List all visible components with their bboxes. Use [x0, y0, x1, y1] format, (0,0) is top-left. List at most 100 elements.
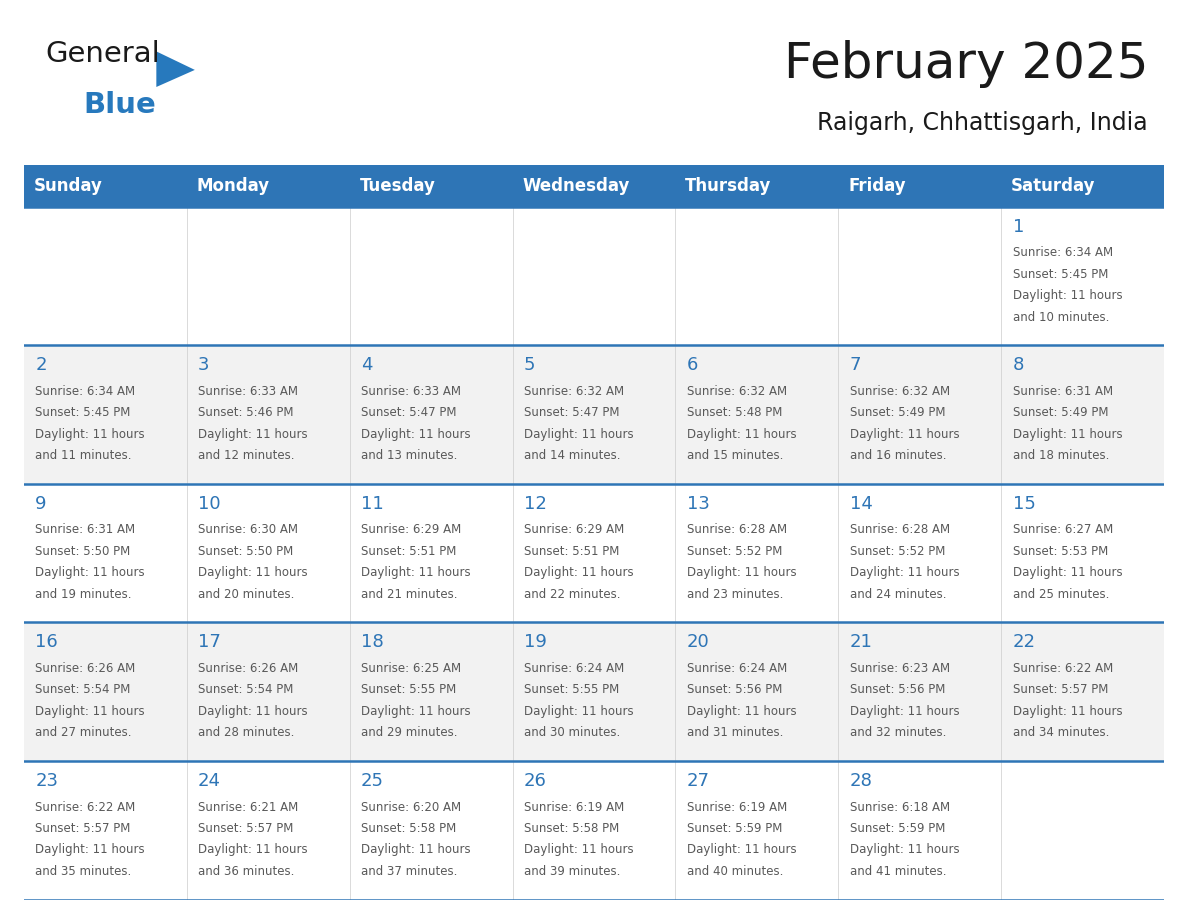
Text: 6: 6: [687, 356, 699, 375]
Bar: [839, 165, 1001, 207]
Text: 20: 20: [687, 633, 709, 652]
Text: Daylight: 11 hours: Daylight: 11 hours: [687, 705, 796, 718]
Text: and 39 minutes.: and 39 minutes.: [524, 865, 620, 878]
Text: Sunset: 5:51 PM: Sunset: 5:51 PM: [524, 544, 619, 558]
Text: Sunrise: 6:24 AM: Sunrise: 6:24 AM: [524, 662, 624, 675]
Text: Sunset: 5:46 PM: Sunset: 5:46 PM: [198, 406, 293, 420]
Text: 25: 25: [361, 772, 384, 790]
Bar: [512, 165, 676, 207]
Text: Sunset: 5:47 PM: Sunset: 5:47 PM: [524, 406, 619, 420]
Text: Daylight: 11 hours: Daylight: 11 hours: [1012, 705, 1123, 718]
Text: 9: 9: [36, 495, 46, 513]
Text: Sunrise: 6:31 AM: Sunrise: 6:31 AM: [1012, 385, 1113, 397]
Text: Sunrise: 6:21 AM: Sunrise: 6:21 AM: [198, 800, 298, 813]
Text: Sunset: 5:59 PM: Sunset: 5:59 PM: [687, 822, 782, 835]
Text: 7: 7: [849, 356, 861, 375]
Text: Daylight: 11 hours: Daylight: 11 hours: [687, 428, 796, 441]
Text: Sunset: 5:47 PM: Sunset: 5:47 PM: [361, 406, 456, 420]
Text: and 11 minutes.: and 11 minutes.: [36, 449, 132, 462]
Text: 10: 10: [198, 495, 221, 513]
Text: and 10 minutes.: and 10 minutes.: [1012, 310, 1110, 323]
Text: Daylight: 11 hours: Daylight: 11 hours: [849, 428, 960, 441]
Text: Sunset: 5:56 PM: Sunset: 5:56 PM: [687, 683, 782, 697]
Text: Sunrise: 6:28 AM: Sunrise: 6:28 AM: [849, 523, 950, 536]
Text: Daylight: 11 hours: Daylight: 11 hours: [1012, 289, 1123, 302]
Text: Sunrise: 6:27 AM: Sunrise: 6:27 AM: [1012, 523, 1113, 536]
Text: Sunset: 5:49 PM: Sunset: 5:49 PM: [849, 406, 946, 420]
Text: and 29 minutes.: and 29 minutes.: [361, 726, 457, 739]
Text: 4: 4: [361, 356, 373, 375]
Bar: [24, 207, 1164, 345]
Text: Sunrise: 6:34 AM: Sunrise: 6:34 AM: [1012, 246, 1113, 259]
Text: 3: 3: [198, 356, 209, 375]
Text: and 40 minutes.: and 40 minutes.: [687, 865, 783, 878]
Text: Sunrise: 6:29 AM: Sunrise: 6:29 AM: [361, 523, 461, 536]
Text: Sunset: 5:54 PM: Sunset: 5:54 PM: [36, 683, 131, 697]
Text: and 37 minutes.: and 37 minutes.: [361, 865, 457, 878]
Text: and 27 minutes.: and 27 minutes.: [36, 726, 132, 739]
Text: 21: 21: [849, 633, 873, 652]
Text: and 22 minutes.: and 22 minutes.: [524, 588, 620, 600]
Text: Raigarh, Chhattisgarh, India: Raigarh, Chhattisgarh, India: [817, 111, 1148, 135]
Text: Daylight: 11 hours: Daylight: 11 hours: [1012, 428, 1123, 441]
Text: Sunset: 5:56 PM: Sunset: 5:56 PM: [849, 683, 946, 697]
Text: Daylight: 11 hours: Daylight: 11 hours: [849, 844, 960, 856]
Text: Sunrise: 6:26 AM: Sunrise: 6:26 AM: [36, 662, 135, 675]
Text: Sunrise: 6:24 AM: Sunrise: 6:24 AM: [687, 662, 788, 675]
Text: and 28 minutes.: and 28 minutes.: [198, 726, 295, 739]
Text: 8: 8: [1012, 356, 1024, 375]
Text: Sunset: 5:58 PM: Sunset: 5:58 PM: [524, 822, 619, 835]
Bar: [24, 345, 1164, 484]
Text: Daylight: 11 hours: Daylight: 11 hours: [524, 566, 633, 579]
Text: Sunset: 5:51 PM: Sunset: 5:51 PM: [361, 544, 456, 558]
Text: Sunrise: 6:23 AM: Sunrise: 6:23 AM: [849, 662, 950, 675]
Text: Sunday: Sunday: [33, 177, 102, 195]
Text: and 21 minutes.: and 21 minutes.: [361, 588, 457, 600]
Text: and 24 minutes.: and 24 minutes.: [849, 588, 947, 600]
Text: Sunrise: 6:19 AM: Sunrise: 6:19 AM: [687, 800, 788, 813]
Text: Daylight: 11 hours: Daylight: 11 hours: [524, 844, 633, 856]
Text: Sunset: 5:55 PM: Sunset: 5:55 PM: [524, 683, 619, 697]
Text: 26: 26: [524, 772, 546, 790]
Text: 28: 28: [849, 772, 873, 790]
Text: Sunrise: 6:28 AM: Sunrise: 6:28 AM: [687, 523, 786, 536]
Text: and 12 minutes.: and 12 minutes.: [198, 449, 295, 462]
Bar: [24, 165, 187, 207]
Text: Sunrise: 6:32 AM: Sunrise: 6:32 AM: [849, 385, 950, 397]
Text: Daylight: 11 hours: Daylight: 11 hours: [36, 566, 145, 579]
Text: 13: 13: [687, 495, 709, 513]
Text: Daylight: 11 hours: Daylight: 11 hours: [849, 705, 960, 718]
Text: and 20 minutes.: and 20 minutes.: [198, 588, 295, 600]
Text: Sunset: 5:59 PM: Sunset: 5:59 PM: [849, 822, 946, 835]
Text: and 34 minutes.: and 34 minutes.: [1012, 726, 1110, 739]
Text: Blue: Blue: [83, 91, 157, 119]
Text: Daylight: 11 hours: Daylight: 11 hours: [524, 705, 633, 718]
Text: and 30 minutes.: and 30 minutes.: [524, 726, 620, 739]
Text: Sunrise: 6:20 AM: Sunrise: 6:20 AM: [361, 800, 461, 813]
Text: Sunrise: 6:29 AM: Sunrise: 6:29 AM: [524, 523, 624, 536]
Text: Sunset: 5:49 PM: Sunset: 5:49 PM: [1012, 406, 1108, 420]
Text: and 18 minutes.: and 18 minutes.: [1012, 449, 1110, 462]
Text: Sunrise: 6:19 AM: Sunrise: 6:19 AM: [524, 800, 624, 813]
Text: Daylight: 11 hours: Daylight: 11 hours: [849, 566, 960, 579]
Text: 23: 23: [36, 772, 58, 790]
Text: Daylight: 11 hours: Daylight: 11 hours: [361, 844, 470, 856]
Text: Sunset: 5:54 PM: Sunset: 5:54 PM: [198, 683, 293, 697]
Text: and 13 minutes.: and 13 minutes.: [361, 449, 457, 462]
Text: Sunset: 5:57 PM: Sunset: 5:57 PM: [198, 822, 293, 835]
Text: 22: 22: [1012, 633, 1036, 652]
Text: Sunrise: 6:22 AM: Sunrise: 6:22 AM: [1012, 662, 1113, 675]
Text: 16: 16: [36, 633, 58, 652]
Text: 2: 2: [36, 356, 46, 375]
Text: Sunset: 5:50 PM: Sunset: 5:50 PM: [36, 544, 131, 558]
Text: Sunset: 5:53 PM: Sunset: 5:53 PM: [1012, 544, 1108, 558]
Text: 14: 14: [849, 495, 873, 513]
Text: Daylight: 11 hours: Daylight: 11 hours: [198, 705, 308, 718]
Text: and 31 minutes.: and 31 minutes.: [687, 726, 783, 739]
Text: Saturday: Saturday: [1011, 177, 1095, 195]
Text: Monday: Monday: [196, 177, 270, 195]
Text: Sunset: 5:45 PM: Sunset: 5:45 PM: [1012, 267, 1108, 281]
Text: Tuesday: Tuesday: [360, 177, 435, 195]
Text: 5: 5: [524, 356, 536, 375]
Text: 15: 15: [1012, 495, 1036, 513]
